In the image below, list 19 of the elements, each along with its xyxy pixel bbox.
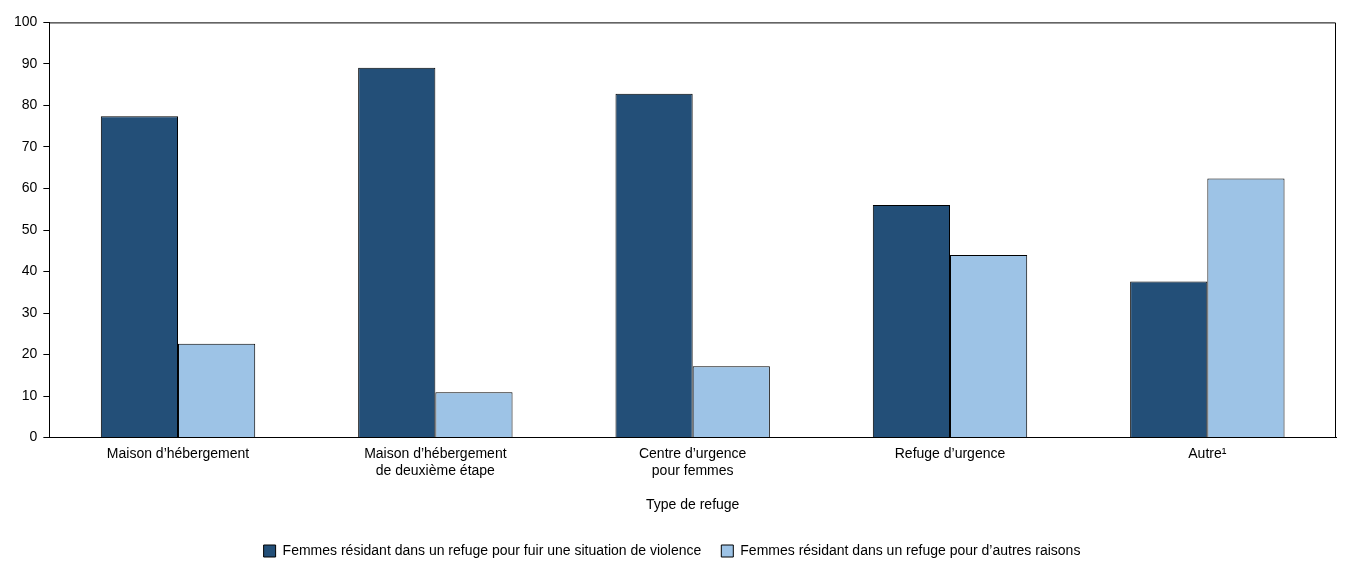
x-tick-label: Centre d’urgence pour femmes (638, 444, 747, 478)
y-tick-label: 70 (21, 137, 38, 154)
y-tick-label: 100 (14, 13, 38, 30)
y-tick-label: 0 (29, 428, 38, 445)
x-tick-label: Refuge d’urgence (894, 444, 1006, 461)
x-tick-label: Maison d’hébergement de deuxième étape (364, 444, 507, 478)
y-tick-label: 10 (21, 386, 38, 403)
legend-label: Femmes résidant dans un refuge pour d’autres raisons (740, 541, 1081, 558)
y-tick-label: 90 (21, 54, 38, 71)
x-tick-label: Autre¹ (1188, 444, 1227, 461)
y-tick-label: 80 (21, 96, 38, 113)
y-tick-label: 60 (21, 179, 38, 196)
y-tick-label: 30 (21, 303, 38, 320)
y-tick-label: 20 (21, 345, 38, 362)
x-tick-label: Maison d’hébergement (106, 444, 250, 461)
x-axis-title: Type de refuge (645, 496, 740, 513)
y-tick-label: 50 (21, 220, 38, 237)
legend-label: Femmes résidant dans un refuge pour fuir une situation de violence (282, 541, 702, 558)
y-tick-label: 40 (21, 262, 38, 279)
